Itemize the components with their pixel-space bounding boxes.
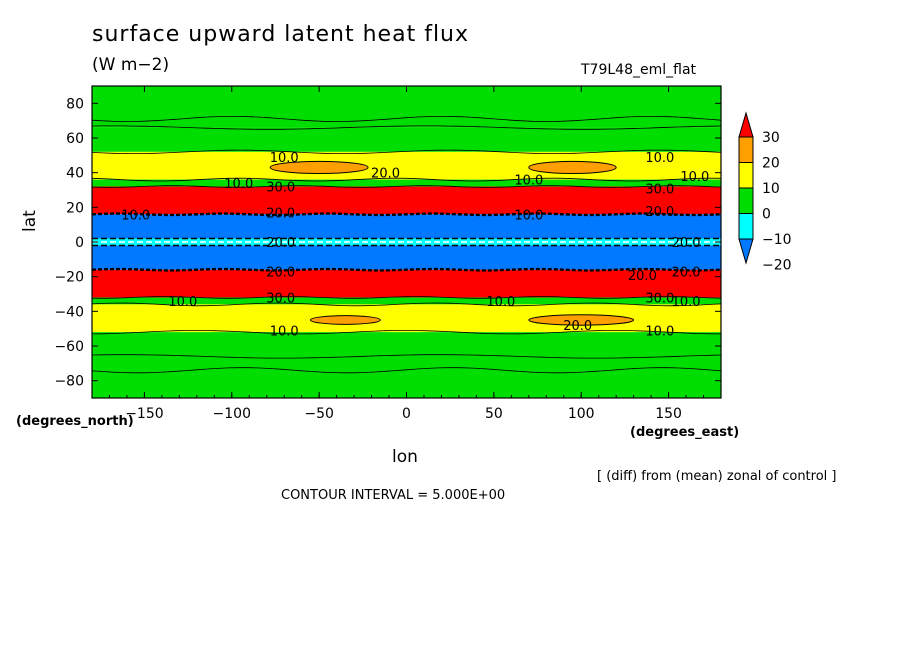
contour-label: 10.0	[514, 174, 543, 189]
colorbar-label: −20	[762, 258, 792, 274]
contour-line	[91, 149, 722, 155]
axes: −150 −100 −50 0 50 100 150 80 60 40 20 0 −20 −40 −60 −8…	[54, 86, 721, 422]
contour-interval-label: CONTOUR INTERVAL = 5.000E+00	[281, 488, 506, 503]
contour-label: 20.0	[645, 205, 674, 220]
y-tick-label: 60	[66, 131, 84, 147]
y-tick-label: 80	[66, 96, 84, 112]
band	[92, 151, 721, 180]
contour-line-dense	[91, 267, 722, 272]
contour-label: 20.0	[563, 319, 592, 334]
contour-line	[91, 302, 722, 307]
band	[92, 127, 721, 152]
blob-20-30	[269, 160, 369, 175]
units-label: (W m−2)	[92, 55, 170, 75]
contour-line	[91, 329, 722, 335]
y-tick-label: 0	[75, 235, 84, 251]
contour-label: 20.0	[371, 167, 400, 182]
colorbar-segment	[738, 187, 754, 214]
contour-label: 10.0	[224, 177, 253, 192]
filled-bands	[92, 86, 721, 398]
contour-label: 10.0	[270, 151, 299, 166]
y-tick-label: −60	[54, 339, 84, 355]
colorbar-label: 10	[762, 181, 780, 197]
band	[92, 297, 721, 305]
colorbar-segment	[738, 136, 754, 163]
contour-label: 20.0	[672, 265, 701, 280]
colorbar-arrow-bottom	[738, 238, 754, 265]
contour-line	[91, 354, 722, 359]
contour-label: 10.0	[645, 324, 674, 339]
contour-label: 20.0	[628, 269, 657, 284]
contour-label: 10.0	[672, 295, 701, 310]
blob-regions	[269, 160, 635, 326]
chart-title: surface upward latent heat flux	[92, 22, 470, 47]
contour-label: 20.0	[266, 236, 295, 251]
contour-label: 10.0	[121, 208, 150, 223]
colorbar-segment	[738, 162, 754, 189]
contour-label: 10.0	[514, 208, 543, 223]
contour-line	[91, 116, 722, 122]
y-tick-label: −20	[54, 270, 84, 286]
y-tick-label: 40	[66, 166, 84, 182]
x-tick-label: 50	[485, 406, 503, 422]
x-tick-label: −50	[304, 406, 334, 422]
contour-lines	[91, 116, 722, 374]
band	[92, 269, 721, 298]
contour-label: 30.0	[266, 181, 295, 196]
colorbar-label: −10	[762, 232, 792, 248]
colorbar-label: 20	[762, 156, 780, 172]
band	[92, 238, 721, 246]
x-tick-label: 150	[655, 406, 682, 422]
x-tick-label: −150	[125, 406, 163, 422]
contour-label: 30.0	[266, 291, 295, 306]
band	[92, 214, 721, 239]
colorbar-label: 30	[762, 130, 780, 146]
band	[92, 86, 721, 128]
contour-line	[91, 177, 722, 182]
contour-line	[91, 367, 722, 374]
x-tick-label: −100	[213, 406, 251, 422]
contour-label: 30.0	[645, 182, 674, 197]
colorbar-segment	[738, 213, 754, 240]
colorbar: 30 20 10 0 −10 −20	[738, 111, 792, 274]
contour-label: 10.0	[680, 170, 709, 185]
blob-20-30	[528, 314, 635, 326]
band	[92, 332, 721, 398]
y-axis-unit-label: (degrees_north)	[16, 414, 134, 429]
x-tick-label: 100	[568, 406, 595, 422]
band	[92, 245, 721, 270]
contour-label: 20.0	[672, 236, 701, 251]
contour-line	[91, 296, 722, 299]
colorbar-label: 0	[762, 207, 771, 223]
contour-label: 10.0	[168, 295, 197, 310]
run-name-label: T79L48_eml_flat	[581, 62, 697, 78]
y-tick-label: −40	[54, 304, 84, 320]
contour-line	[91, 185, 722, 188]
contour-label: 10.0	[486, 295, 515, 310]
x-axis-label: lon	[392, 447, 418, 467]
colorbar-arrow-top	[738, 111, 754, 138]
x-axis-unit-label: (degrees_east)	[630, 425, 740, 440]
diff-note: [ (diff) from (mean) zonal of control ]	[597, 469, 837, 484]
contour-label: 30.0	[645, 291, 674, 306]
contour-label: 20.0	[266, 265, 295, 280]
band	[92, 186, 721, 215]
contour-label: 20.0	[266, 207, 295, 222]
x-tick-label: 0	[402, 406, 411, 422]
contour-line-dense	[91, 212, 722, 217]
contour-labels: 10.020.010.010.0 30.0 10.0 10.030.020.020.0…	[121, 151, 709, 339]
blob-20-30	[528, 160, 617, 175]
contour-label: 10.0	[270, 324, 299, 339]
contour-label: 10.0	[645, 151, 674, 166]
y-tick-label: 20	[66, 200, 84, 216]
blob-20-30	[309, 315, 381, 325]
y-tick-label: −80	[54, 374, 84, 390]
contour-line	[91, 125, 722, 130]
band	[92, 179, 721, 187]
